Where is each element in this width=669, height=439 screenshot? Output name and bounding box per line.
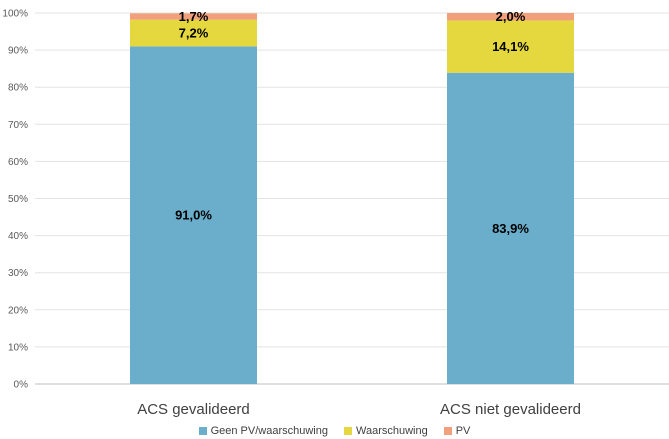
bar-segment [447, 72, 574, 384]
legend-swatch [343, 427, 352, 435]
y-tick-label: 60% [8, 157, 28, 168]
data-label: 14,1% [492, 39, 529, 54]
bar-segment [130, 19, 257, 47]
legend: Geen PV/waarschuwing Waarschuwing PV [0, 423, 669, 439]
y-tick-label: 70% [8, 120, 28, 131]
legend-item-pv: PV [443, 425, 471, 437]
x-category-label: ACS niet gevalideerd [440, 401, 581, 418]
data-label: 7,2% [179, 26, 209, 41]
y-tick-label: 30% [8, 268, 28, 279]
legend-label: Waarschuwing [355, 425, 428, 437]
y-tick-label: 80% [8, 83, 28, 94]
y-tick-label: 50% [8, 194, 28, 205]
y-tick-label: 40% [8, 231, 28, 242]
y-tick-label: 100% [2, 9, 28, 20]
y-tick-label: 0% [14, 380, 29, 391]
y-tick-label: 90% [8, 46, 28, 57]
legend-label: PV [455, 425, 471, 437]
data-label: 1,7% [179, 9, 209, 24]
y-axis-ticks: 0% 10% 20% 30% 40% 50% 60% 70% 80% 90% 100% [2, 9, 28, 391]
legend-label: Geen PV/waarschuwing [210, 425, 328, 437]
legend-swatch [198, 427, 207, 435]
x-category-label: ACS gevalideerd [137, 401, 250, 418]
bar-segment [130, 46, 257, 384]
x-axis-categories: ACS gevalideerd ACS niet gevalideerd [137, 401, 581, 418]
bar-segment [447, 13, 574, 21]
data-labels: 91,0% 7,2% 1,7% 83,9% 14,1% 2,0% [175, 9, 529, 236]
y-tick-label: 10% [8, 342, 28, 353]
bar-segment [130, 13, 257, 20]
data-label: 83,9% [492, 221, 529, 236]
data-label: 2,0% [496, 9, 526, 24]
bars [130, 13, 574, 384]
bar-segment [447, 20, 574, 73]
y-tick-label: 20% [8, 305, 28, 316]
legend-swatch [443, 427, 452, 435]
legend-item-waarschuwing: Waarschuwing [343, 425, 428, 437]
legend-item-geen-pv: Geen PV/waarschuwing [198, 425, 328, 437]
data-label: 91,0% [175, 208, 212, 223]
